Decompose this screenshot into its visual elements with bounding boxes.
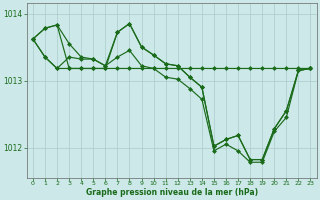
- X-axis label: Graphe pression niveau de la mer (hPa): Graphe pression niveau de la mer (hPa): [86, 188, 258, 197]
